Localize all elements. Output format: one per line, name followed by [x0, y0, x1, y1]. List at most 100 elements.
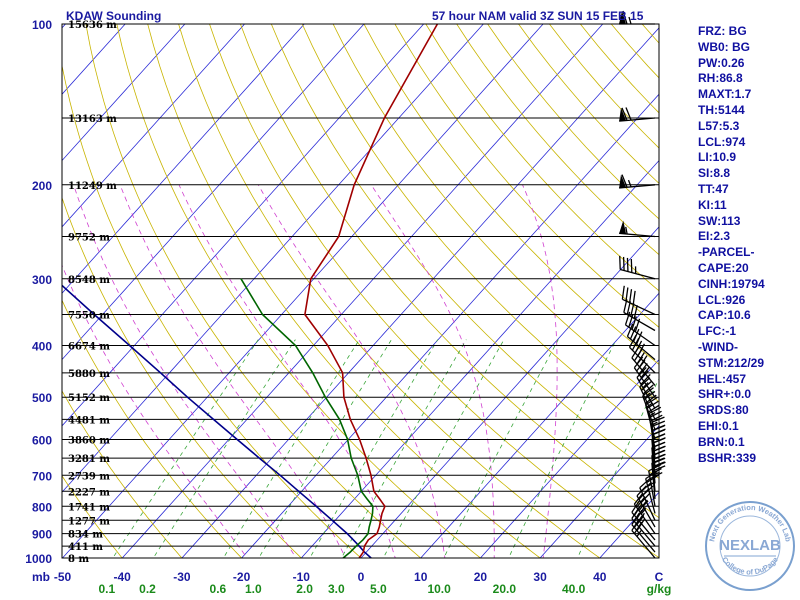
height-label: 2227 m — [68, 487, 110, 498]
height-label: 834 m — [68, 530, 103, 541]
dry-adiabat — [579, 24, 659, 114]
wind-barb — [619, 220, 656, 238]
wind-barb — [624, 311, 656, 347]
moist-adiabat — [522, 184, 558, 558]
stat-line: RH:86.8 — [698, 71, 743, 86]
stat-line: MAXT:1.7 — [698, 87, 752, 102]
moist-adiabat — [119, 184, 347, 558]
dry-adiabat — [178, 24, 601, 558]
stat-line: TT:47 — [698, 181, 729, 196]
mixing-ratio-line — [152, 339, 296, 558]
isotherm-line — [0, 24, 6, 569]
temperature-unit-label: C — [655, 570, 664, 584]
wind-barb — [619, 10, 655, 25]
height-label: 15636 m — [68, 20, 117, 31]
wind-barb — [631, 518, 656, 559]
stat-line: -WIND- — [698, 339, 738, 354]
height-label: 9752 m — [68, 232, 110, 243]
height-label: 8 m — [68, 554, 89, 565]
logo-wordmark: NEXLAB — [719, 537, 781, 554]
stat-line: EI:2.3 — [698, 229, 731, 244]
mixing-ratio-label: 0.6 — [210, 582, 227, 596]
dry-adiabat — [456, 24, 659, 256]
height-label: 3281 m — [68, 454, 110, 465]
isotherm-line — [62, 24, 424, 427]
parcel-trace — [62, 284, 372, 558]
stat-line: LCL:974 — [698, 134, 746, 149]
height-label: 5880 m — [68, 369, 110, 380]
isotherm-line — [62, 24, 484, 493]
isotherm-line — [62, 24, 544, 558]
pressure-tick-label: 800 — [32, 500, 52, 514]
dry-adiabat — [116, 24, 482, 558]
dry-adiabat — [209, 24, 659, 558]
wind-barb — [626, 323, 656, 361]
wind-barb — [619, 255, 656, 280]
dry-adiabat — [332, 24, 659, 403]
wind-barb — [636, 485, 656, 528]
height-label: 7550 m — [68, 311, 110, 322]
isotherm-line — [121, 24, 604, 558]
wind-barb — [633, 492, 656, 534]
dewpoint-trace — [240, 278, 374, 558]
mixing-ratio-label: 40.0 — [562, 582, 586, 596]
stat-line: SW:113 — [698, 213, 741, 228]
dry-adiabat — [62, 475, 123, 558]
mixing-ratio-label: 3.0 — [328, 582, 345, 596]
temperature-tick-label: -10 — [293, 570, 311, 584]
height-label: 8548 m — [68, 275, 110, 286]
stat-line: LFC:-1 — [698, 324, 736, 339]
height-label: 1741 m — [68, 502, 110, 513]
mixing-ratio-line — [112, 339, 259, 558]
stat-line: CINH:19794 — [698, 276, 765, 291]
pressure-tick-label: 900 — [32, 528, 52, 542]
isotherm-line — [62, 24, 305, 294]
logo-outer-ring — [705, 501, 795, 591]
mixing-ratio-line — [340, 339, 467, 558]
pressure-tick-label: 700 — [32, 469, 52, 483]
mixing-ratio-label: 1.0 — [245, 582, 262, 596]
temperature-tick-label: -40 — [114, 570, 132, 584]
mixing-ratio-line — [577, 377, 659, 558]
dry-adiabat — [62, 390, 183, 558]
mixing-ratio-label: 2.0 — [296, 582, 313, 596]
stat-line: EHI:0.1 — [698, 418, 739, 433]
temperature-tick-label: 10 — [414, 570, 428, 584]
wind-barb — [645, 470, 659, 514]
pressure-tick-label: 1000 — [25, 552, 52, 566]
height-label: 5152 m — [68, 393, 110, 404]
isotherm-line — [360, 226, 659, 558]
pressure-tick-label: 100 — [32, 18, 52, 32]
dry-adiabat — [363, 24, 659, 365]
height-label: 13163 m — [68, 114, 117, 125]
pressure-tick-label: 300 — [32, 273, 52, 287]
stat-line: SRDS:80 — [698, 403, 749, 418]
mixing-ratio-label: 5.0 — [370, 582, 387, 596]
stat-line: LCL:926 — [698, 292, 746, 307]
mixing-ratio-label: 0.1 — [98, 582, 115, 596]
dry-adiabat — [240, 24, 659, 519]
chart-title: KDAW Sounding — [66, 9, 162, 23]
logo-inner-ring — [719, 515, 781, 577]
chart-subtitle: 57 hour NAM valid 3Z SUN 15 FEB 15 — [432, 9, 644, 23]
isotherm-line — [62, 24, 365, 361]
isotherm-line — [62, 24, 66, 29]
isotherm-line — [181, 27, 659, 558]
dry-adiabat — [394, 24, 659, 328]
moist-adiabat — [370, 184, 495, 558]
stat-line: KI:11 — [698, 197, 727, 212]
mixing-ratio-line — [443, 339, 559, 558]
temperature-tick-label: -20 — [233, 570, 251, 584]
wind-barb — [619, 174, 656, 189]
dry-adiabat — [62, 299, 243, 558]
mixing-ratio-label: 20.0 — [493, 582, 517, 596]
mixing-ratio-line — [508, 339, 617, 558]
height-label: 11249 m — [68, 181, 117, 192]
isotherm-line — [599, 491, 659, 558]
mixing-ratio-line — [309, 339, 439, 558]
stat-line: BRN:0.1 — [698, 434, 745, 449]
wind-barb — [621, 285, 656, 316]
wind-barb — [619, 107, 656, 122]
